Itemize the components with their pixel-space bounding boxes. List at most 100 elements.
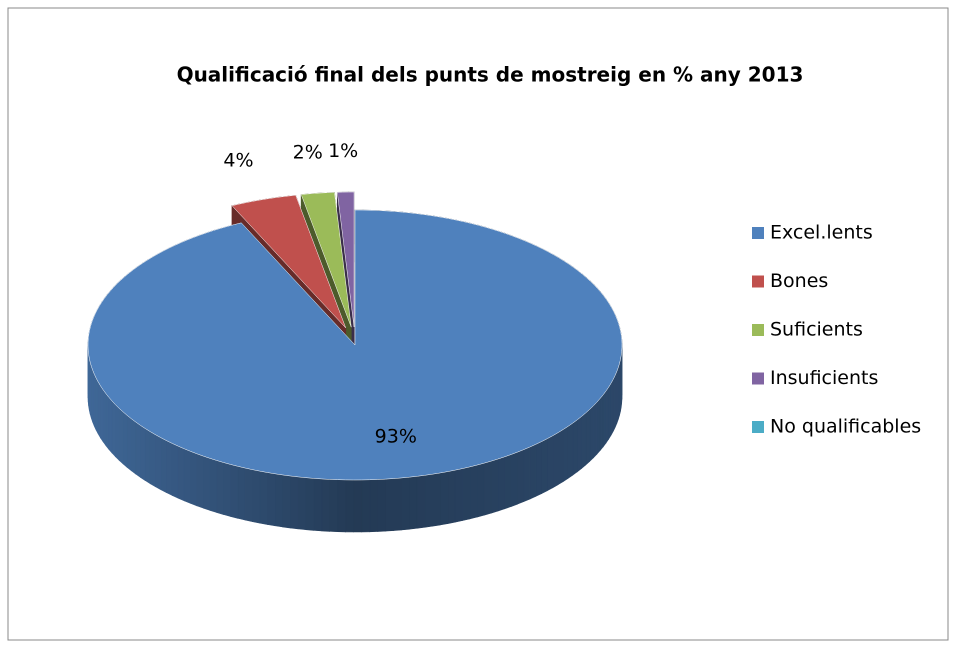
slice-side [127,415,131,470]
slice-side [477,463,484,517]
slice-side [440,472,448,525]
slice-side [511,452,517,506]
legend-swatch [752,227,764,239]
slice-side [184,449,190,504]
slice-side [115,405,119,461]
slice-side [136,422,141,477]
slice-side [231,464,238,518]
slice-side [370,480,378,532]
slice-side [145,429,150,484]
pie-slice [88,210,622,532]
slice-side [448,470,455,523]
slice-side [586,409,590,465]
slice-side [491,459,498,513]
data-label: 4% [223,149,253,171]
slice-side [590,406,594,462]
legend-label: Excel.lents [770,222,873,244]
slice-side [131,419,135,474]
slice-side [455,469,462,523]
slice-side [306,478,314,531]
slice-side [109,397,112,453]
slice-side [394,478,402,531]
slice-side [536,442,542,497]
slice-side [530,444,536,499]
slice-top [88,210,622,480]
slice-side [518,450,524,505]
slice-side [103,390,106,446]
slice-side [346,480,354,532]
slice-side [577,416,581,471]
legend-swatch [752,421,764,433]
slice-side [260,471,268,524]
slice-side [553,433,558,488]
slice-side [224,463,231,517]
slice-side [178,446,184,501]
legend-label: Insuficients [770,367,878,389]
slice-side [582,413,586,468]
slice-side [417,475,425,528]
slice-side [603,391,606,447]
slice-side [609,383,611,439]
slice-side [597,398,600,454]
data-label: 93% [375,426,417,448]
slice-side [252,470,259,523]
slice-side [245,468,252,522]
slice-side [217,460,224,514]
slice-side [563,426,568,481]
slice-side [524,447,530,502]
slice-side [378,479,386,531]
slice-side [611,379,613,435]
slice-side [433,473,441,526]
slice-side [161,438,167,493]
data-label: 2% [293,142,323,164]
slice-side [362,480,370,532]
slice-side [172,443,178,498]
slice-side [386,479,394,532]
legend-swatch [752,324,764,336]
slice-side [409,476,417,529]
legend-swatch [752,276,764,288]
slice-side [463,467,470,521]
slice-side [593,402,596,458]
slice-side [425,474,433,527]
slice-side [119,408,123,464]
slice-side [484,461,491,515]
slice-side [505,455,512,509]
slice-side [283,475,291,528]
slice-side [238,466,245,520]
legend-swatch [752,373,764,385]
slice-side [123,412,127,467]
slice-side [101,386,104,442]
slice-side [197,454,204,508]
legend-label: Suficients [770,319,863,341]
slice-side [298,477,306,530]
slice-side [314,478,322,531]
slice-side [573,420,578,475]
slice-side [166,441,172,496]
slice-side [338,480,346,532]
slice-side [354,480,362,532]
slice-side [542,439,548,494]
slice-side [98,382,100,438]
slice-side [155,435,160,490]
slice-side [290,476,298,529]
slice-side [600,395,603,451]
slice-side [106,393,109,449]
chart-title: Qualificació final dels punts de mostrei… [177,63,804,87]
slice-side [568,423,573,478]
slice-side [96,378,98,434]
slice-side [112,401,115,457]
slice-side [275,474,283,527]
legend-label: Bones [770,270,828,292]
slice-side [150,432,155,487]
data-label: 1% [328,140,358,162]
slice-side [498,457,505,511]
slice-side [470,465,477,519]
slice-side [267,473,275,526]
slice-side [190,451,196,505]
legend-label: No qualificables [770,416,921,438]
slice-side [140,425,145,480]
slice-side [210,458,217,512]
slice-side [322,479,330,531]
